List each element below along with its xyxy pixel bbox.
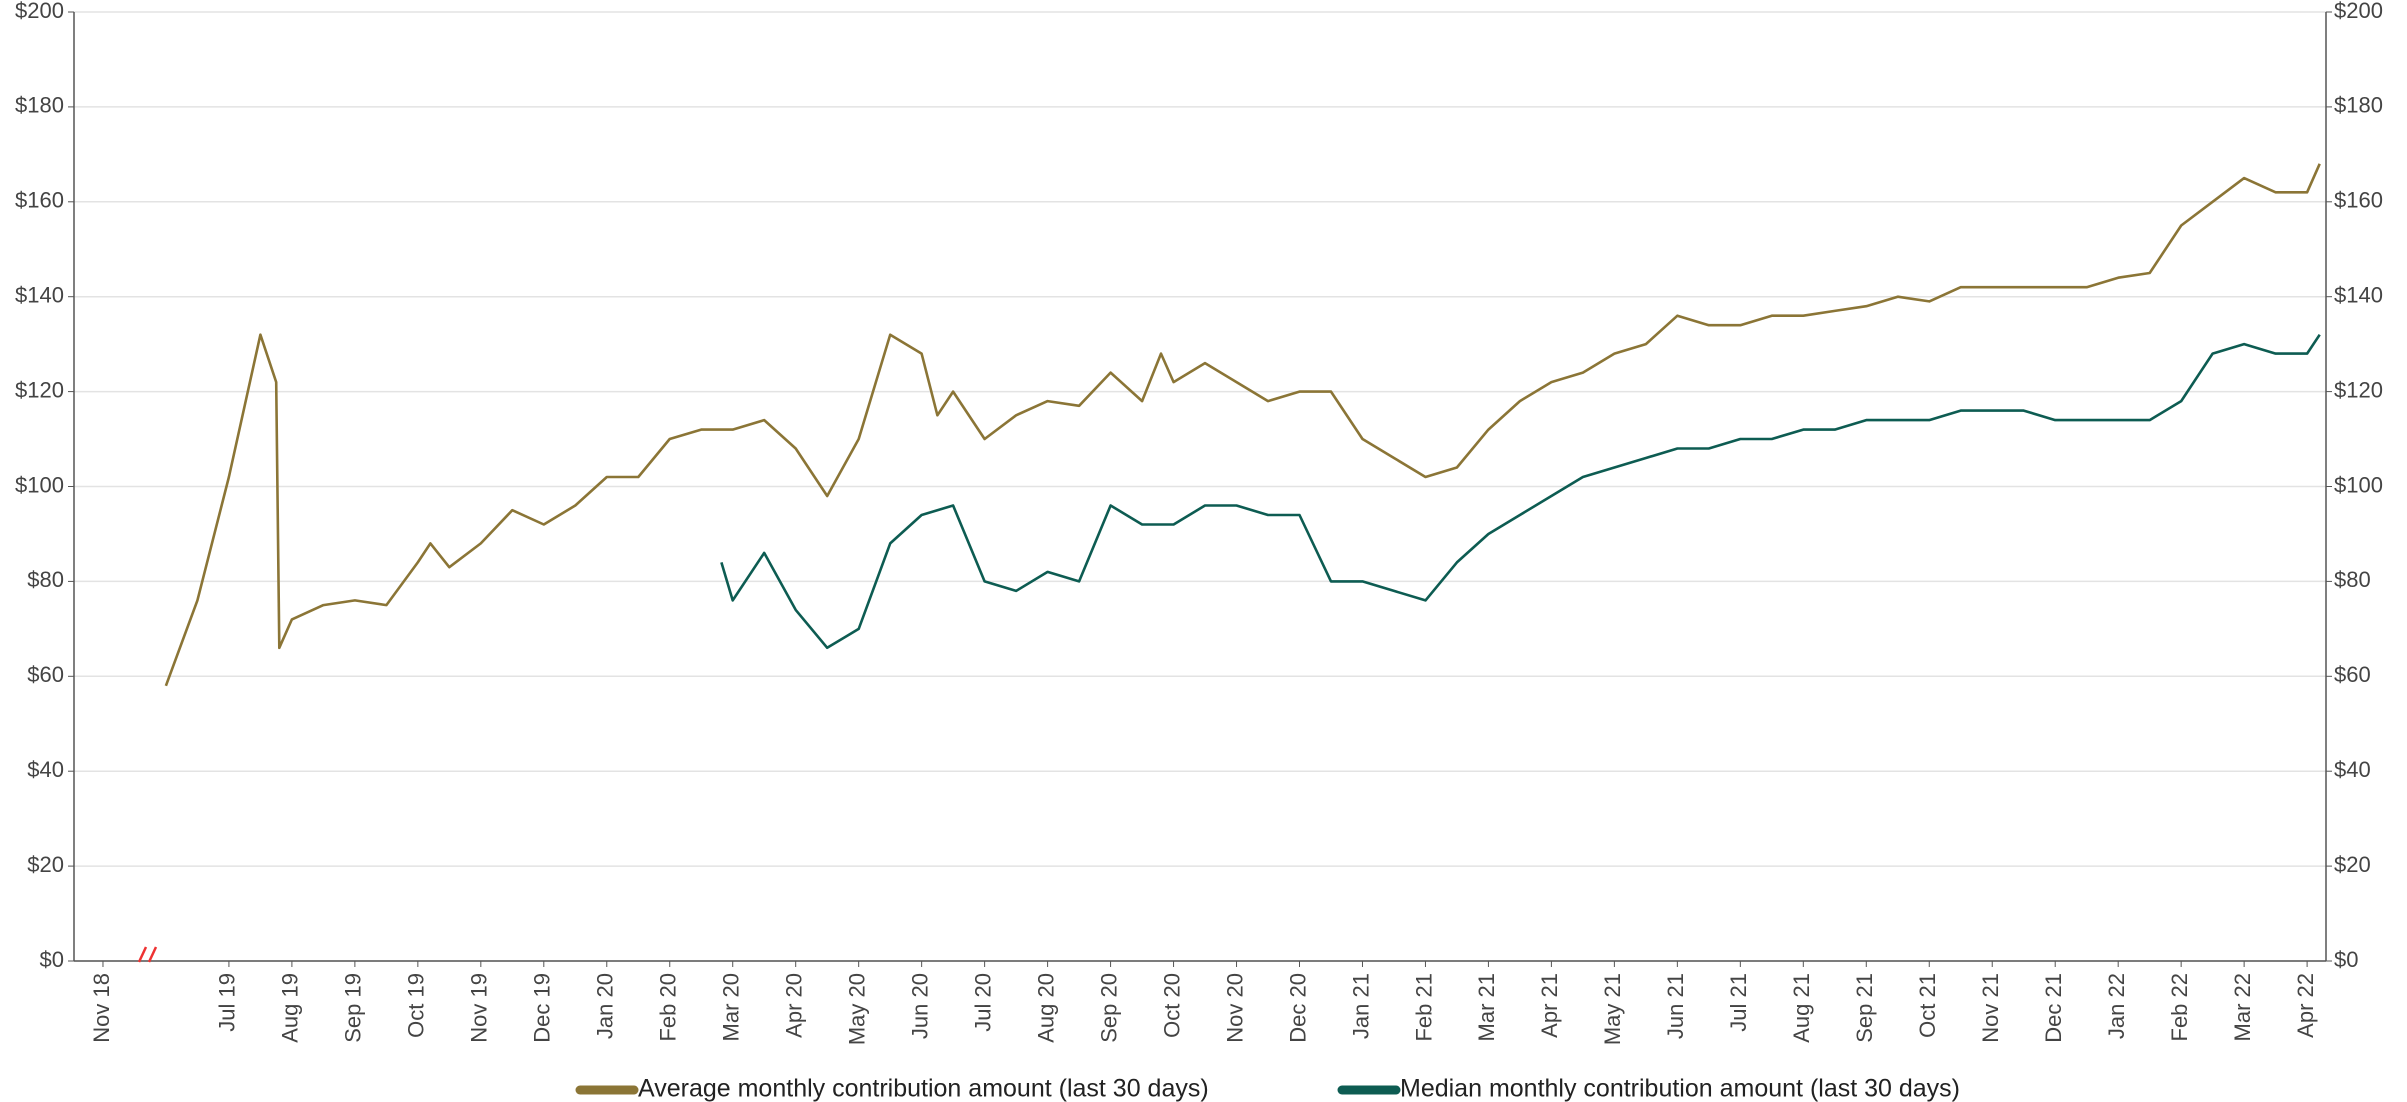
- y-tick-label: $120: [15, 377, 64, 402]
- legend-label: Average monthly contribution amount (las…: [638, 1075, 1209, 1102]
- x-tick-label: Feb 21: [1411, 973, 1436, 1042]
- y-tick-label: $60: [27, 662, 64, 687]
- axis-break: [137, 946, 158, 963]
- x-tick-label: Jul 20: [970, 973, 995, 1032]
- y2-tick-label: $140: [2334, 283, 2383, 308]
- y2-tick-label: $20: [2334, 852, 2371, 877]
- x-tick-label: Jun 21: [1663, 973, 1688, 1039]
- x-tick-label: Nov 21: [1978, 973, 2003, 1043]
- x-tick-label: Aug 19: [278, 973, 303, 1043]
- y2-tick-label: $80: [2334, 567, 2371, 592]
- y2-tick-label: $40: [2334, 757, 2371, 782]
- x-tick-label: Mar 20: [719, 973, 744, 1041]
- y2-tick-label: $180: [2334, 93, 2383, 118]
- x-tick-label: Nov 18: [89, 973, 114, 1043]
- y-tick-label: $200: [15, 0, 64, 23]
- x-tick-label: Nov 20: [1222, 973, 1247, 1043]
- break-mark: [137, 946, 148, 963]
- legend-item: Average monthly contribution amount (las…: [575, 1075, 1209, 1102]
- x-tick-label: Nov 19: [467, 973, 492, 1043]
- x-tick-label: Oct 21: [1915, 973, 1940, 1038]
- x-tick-label: Sep 19: [341, 973, 366, 1043]
- y2-tick-label: $160: [2334, 188, 2383, 213]
- x-tick-label: Dec 21: [2041, 973, 2066, 1043]
- y-tick-label: $100: [15, 472, 64, 497]
- x-tick-label: Feb 22: [2167, 973, 2192, 1042]
- x-tick-label: May 21: [1600, 973, 1625, 1045]
- x-tick-label: Sep 20: [1096, 973, 1121, 1043]
- y-tick-label: $140: [15, 283, 64, 308]
- y-tick-label: $0: [40, 947, 64, 972]
- legend-item: Median monthly contribution amount (last…: [1337, 1075, 1960, 1102]
- x-tick-label: Oct 20: [1159, 973, 1184, 1038]
- x-tick-label: Mar 21: [1474, 973, 1499, 1041]
- x-tick-label: Sep 21: [1852, 973, 1877, 1043]
- y2-tick-label: $60: [2334, 662, 2371, 687]
- y2-tick-label: $0: [2334, 947, 2358, 972]
- x-tick-label: Aug 21: [1789, 973, 1814, 1043]
- x-tick-label: Jan 20: [593, 973, 618, 1039]
- x-tick-label: Jul 21: [1726, 973, 1751, 1032]
- legend-label: Median monthly contribution amount (last…: [1400, 1075, 1960, 1102]
- y-tick-label: $40: [27, 757, 64, 782]
- x-tick-label: Jul 19: [215, 973, 240, 1032]
- y2-tick-label: $200: [2334, 0, 2383, 23]
- series-line: [164, 163, 2321, 687]
- x-tick-label: Apr 21: [1537, 973, 1562, 1038]
- y-tick-label: $20: [27, 852, 64, 877]
- y-tick-label: $160: [15, 188, 64, 213]
- x-tick-label: Oct 19: [404, 973, 429, 1038]
- x-tick-label: Mar 22: [2230, 973, 2255, 1041]
- x-tick-label: May 20: [844, 973, 869, 1045]
- x-tick-label: Feb 20: [656, 973, 681, 1042]
- x-tick-label: Apr 20: [782, 973, 807, 1038]
- x-tick-label: Jun 20: [907, 973, 932, 1039]
- grid: [74, 11, 2326, 962]
- x-tick-label: Aug 20: [1033, 973, 1058, 1043]
- x-tick-label: Jan 22: [2104, 973, 2129, 1039]
- x-tick-label: Dec 19: [530, 973, 555, 1043]
- y2-tick-label: $120: [2334, 377, 2383, 402]
- x-tick-label: Dec 20: [1285, 973, 1310, 1043]
- x-tick-label: Jan 21: [1348, 973, 1373, 1039]
- x-tick-label: Apr 22: [2293, 973, 2318, 1038]
- break-mark: [147, 946, 158, 963]
- series-line: [720, 333, 2321, 650]
- y2-tick-label: $100: [2334, 472, 2383, 497]
- y-tick-label: $80: [27, 567, 64, 592]
- y-tick-label: $180: [15, 93, 64, 118]
